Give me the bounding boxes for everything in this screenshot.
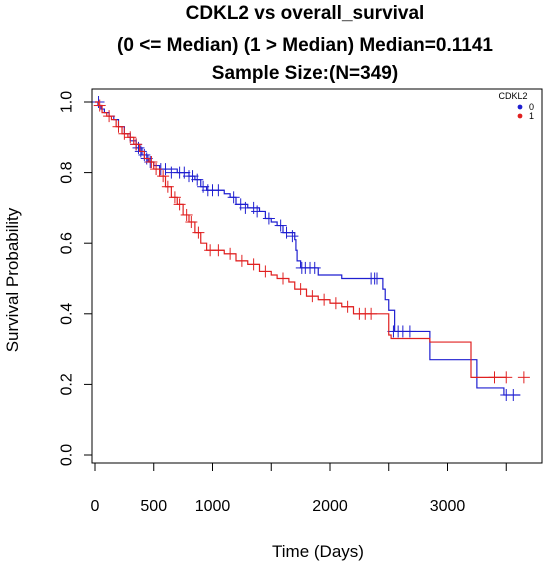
- series-1-censor-5: [130, 138, 143, 151]
- title-line-3: Sample Size:(N=349): [212, 63, 398, 84]
- series-1-censor-16: [212, 244, 225, 257]
- y-axis: 0.0 0.2 0.4 0.6 0.8 1.0: [59, 91, 92, 466]
- legend-marker-1: [517, 113, 523, 119]
- title-line-1: CDKL2 vs overall_survival: [186, 3, 425, 24]
- x-tick-label-1000: 1000: [195, 498, 231, 515]
- series-0-censor-19: [227, 191, 240, 204]
- legend-marker-0: [517, 104, 523, 110]
- series-1-censor-23: [306, 290, 319, 303]
- series-1-censor-9: [161, 180, 174, 193]
- series-1-censor-11: [173, 198, 186, 211]
- x-tick-label-2000: 2000: [312, 498, 348, 515]
- series-1-censor-18: [235, 254, 248, 267]
- x-tick-label-500: 500: [140, 498, 167, 515]
- series-0-censor-27: [286, 230, 299, 243]
- legend-label-0: 0: [529, 102, 534, 112]
- series-1-censor-19: [247, 258, 260, 271]
- series-1-censor-17: [224, 247, 237, 260]
- plot-frame: [91, 88, 543, 464]
- series-1-censor-7: [150, 163, 163, 176]
- series-1-censor-22: [294, 283, 307, 296]
- series-1-censor-4: [124, 131, 137, 144]
- series-0-censor-34: [371, 272, 383, 285]
- x-axis: 0 500 1000 2000 3000: [91, 463, 507, 515]
- chart-title: CDKL2 vs overall_survival (0 <= Median) …: [117, 3, 493, 84]
- y-tick-label-3: 0.6: [59, 232, 76, 254]
- series-1-censor-6: [145, 156, 158, 169]
- legend-label-1: 1: [529, 111, 534, 121]
- series-0-censor-38: [403, 325, 416, 338]
- series-1-line: [95, 101, 507, 378]
- y-tick-label-5: 1.0: [59, 91, 76, 113]
- y-axis-label: Survival Probability: [3, 207, 22, 352]
- series-1-censor-30: [488, 371, 501, 384]
- series-0-censor-40: [507, 388, 520, 401]
- series-1: [93, 99, 530, 384]
- series-1-censor-10: [168, 191, 181, 204]
- y-tick-label-0: 0.0: [59, 444, 76, 466]
- series-0-censor-24: [262, 212, 275, 225]
- legend-entry-1: 1: [517, 111, 534, 121]
- legend-entry-0: 0: [517, 102, 534, 112]
- series-1-censor-1: [103, 110, 116, 123]
- series-1-censor-12: [180, 208, 193, 221]
- series-1-censor-21: [277, 272, 289, 285]
- series-1-censor-31: [500, 371, 513, 384]
- series-1-censor-8: [157, 170, 170, 183]
- series-1-censor-26: [341, 300, 354, 313]
- series-0-censor-25: [274, 219, 287, 232]
- series-0-censor-23: [251, 205, 264, 218]
- series-1-censor-24: [318, 293, 331, 306]
- series-0-censor-31: [308, 261, 321, 274]
- series-1-censor-0: [93, 99, 106, 112]
- x-axis-label: Time (Days): [272, 542, 364, 561]
- x-tick-label-0: 0: [91, 498, 100, 515]
- series-1-censor-32: [517, 371, 530, 384]
- y-tick-label-1: 0.2: [59, 373, 76, 395]
- series-0-censor-22: [247, 201, 260, 214]
- y-tick-label-2: 0.4: [59, 303, 76, 325]
- series-0-censor-14: [191, 173, 204, 186]
- title-line-2: (0 <= Median) (1 > Median) Median=0.1141: [117, 35, 493, 56]
- x-tick-label-3000: 3000: [430, 498, 466, 515]
- series-1-censor-25: [329, 297, 342, 310]
- series-1-censor-14: [192, 226, 205, 239]
- series-0-censor-13: [186, 170, 199, 183]
- series-0: [92, 96, 521, 401]
- legend-title: CDKL2: [498, 91, 527, 101]
- series-1-censor-2: [112, 120, 125, 133]
- series-layer: [92, 96, 530, 401]
- y-tick-label-4: 0.8: [59, 161, 76, 183]
- series-1-censor-20: [259, 265, 272, 278]
- series-0-line: [95, 101, 521, 396]
- series-1-censor-13: [185, 216, 198, 229]
- series-1-censor-3: [118, 127, 131, 140]
- series-0-censor-26: [280, 226, 293, 239]
- series-0-censor-18: [212, 184, 225, 197]
- series-1-censor-29: [365, 307, 378, 320]
